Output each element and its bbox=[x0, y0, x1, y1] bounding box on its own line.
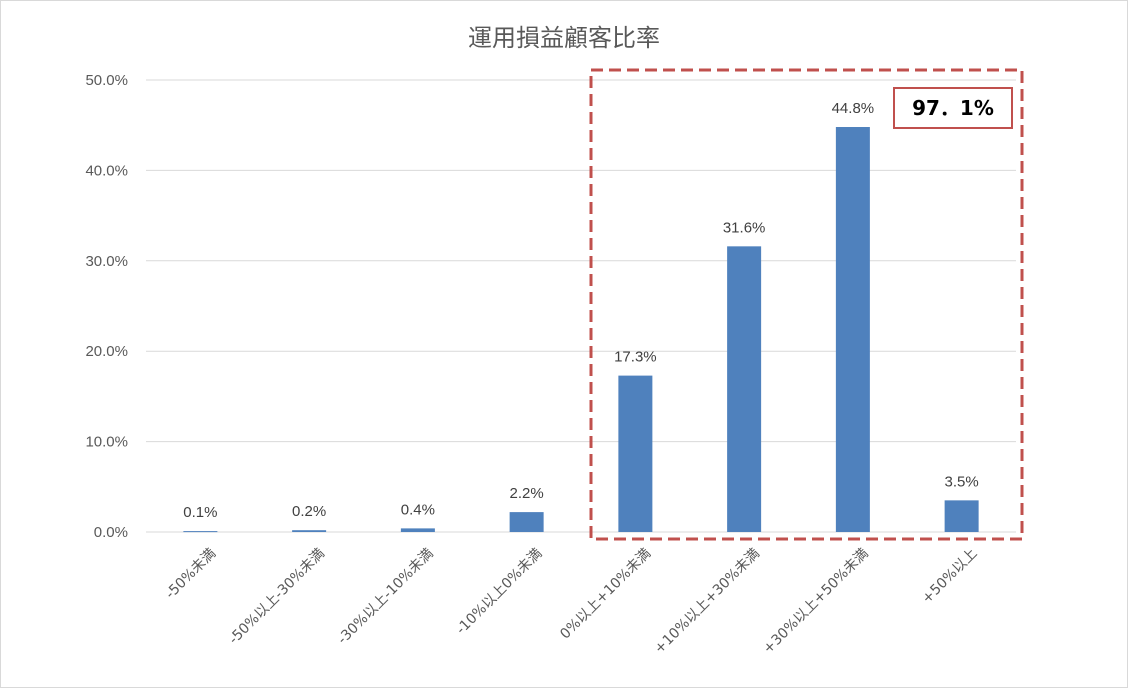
y-tick-label: 30.0% bbox=[85, 253, 128, 270]
bar bbox=[509, 512, 544, 532]
gridlines bbox=[146, 79, 1016, 443]
data-label: 0.1% bbox=[183, 504, 217, 521]
category-label: +30%以上+50%未満 bbox=[760, 546, 872, 658]
category-label: 0%以上+10%未満 bbox=[557, 546, 654, 643]
chart-title: 運用損益顧客比率 bbox=[468, 24, 660, 52]
category-label: +50%以上 bbox=[919, 546, 980, 607]
y-tick-label: 10.0% bbox=[85, 434, 128, 451]
bar bbox=[183, 531, 218, 533]
bar bbox=[835, 127, 870, 533]
bars bbox=[183, 127, 979, 533]
data-label: 44.8% bbox=[832, 100, 875, 117]
category-label: -10%以上0%未満 bbox=[453, 546, 545, 638]
y-tick-label: 50.0% bbox=[85, 72, 128, 89]
category-label: -30%以上-10%未満 bbox=[335, 546, 437, 648]
category-labels: -50%未満 -50%以上-30%未満 -30%以上-10%未満 -10%以上0%未満… bbox=[163, 546, 981, 658]
data-label: 0.2% bbox=[292, 503, 326, 520]
category-label: +10%以上+30%未満 bbox=[651, 546, 763, 658]
category-label: -50%未満 bbox=[163, 546, 220, 603]
highlight-dashed-box bbox=[589, 68, 1024, 541]
bar bbox=[727, 246, 762, 532]
category-label: -50%以上-30%未満 bbox=[226, 546, 328, 648]
highlight-total-label: 97．1% bbox=[912, 96, 994, 120]
data-label: 17.3% bbox=[614, 349, 657, 366]
y-tick-label: 0.0% bbox=[94, 524, 128, 541]
data-label: 0.4% bbox=[401, 501, 435, 518]
bar bbox=[292, 530, 327, 532]
y-tick-label: 40.0% bbox=[85, 162, 128, 179]
data-label: 31.6% bbox=[723, 219, 766, 236]
y-axis-ticks: 0.0% 10.0% 20.0% 30.0% 40.0% 50.0% bbox=[85, 72, 128, 541]
bar bbox=[944, 500, 979, 532]
bar bbox=[400, 528, 435, 532]
y-tick-label: 20.0% bbox=[85, 343, 128, 360]
data-labels: 0.1% 0.2% 0.4% 2.2% 17.3% 31.6% 44.8% 3.5% bbox=[183, 100, 978, 521]
data-label: 2.2% bbox=[510, 485, 544, 502]
data-label: 3.5% bbox=[945, 473, 979, 490]
bar bbox=[618, 375, 653, 532]
highlight-total-box bbox=[893, 87, 1013, 129]
